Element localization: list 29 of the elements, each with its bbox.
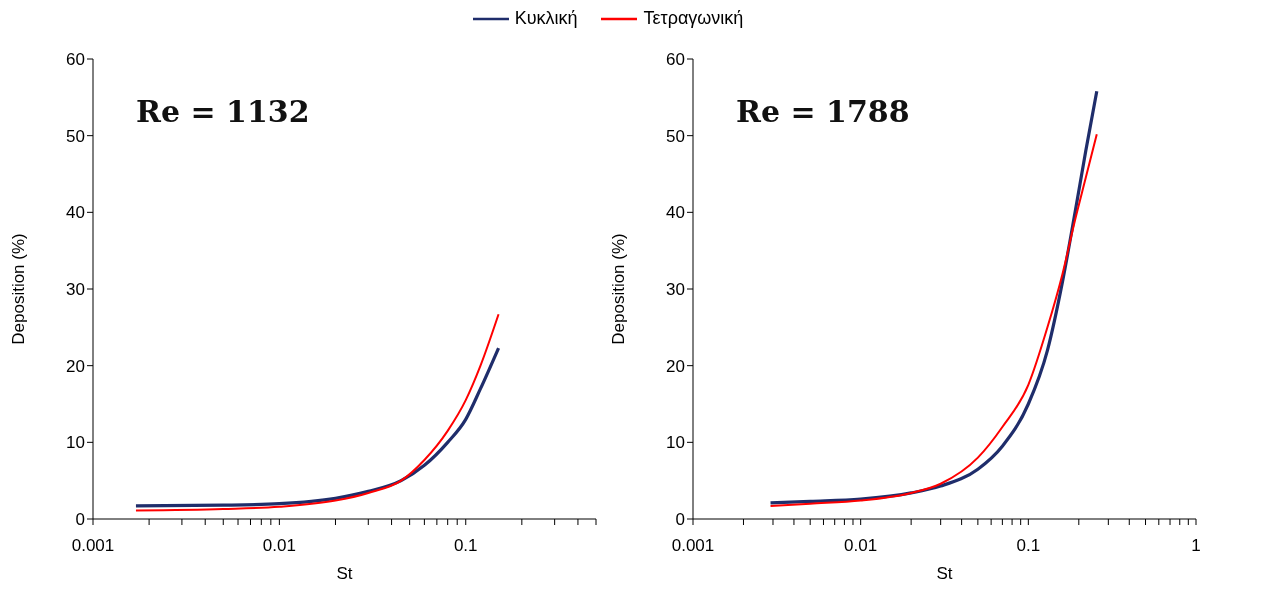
y-tick-label: 60 — [66, 50, 85, 70]
y-axis-title: Deposition (%) — [609, 233, 629, 345]
y-tick-label: 0 — [75, 510, 85, 530]
x-tick-label: 1 — [1191, 536, 1201, 556]
x-tick-label: 0.001 — [71, 536, 115, 556]
y-tick-label: 20 — [666, 356, 685, 376]
y-tick-label: 50 — [666, 126, 685, 146]
x-tick-label: 0.001 — [671, 536, 715, 556]
x-tick-label: 0.1 — [453, 536, 478, 556]
annotation: Re = 1788 — [736, 94, 910, 129]
y-axis-title: Deposition (%) — [9, 233, 29, 345]
y-tick-label: 40 — [666, 203, 685, 223]
y-tick-label: 30 — [66, 280, 85, 300]
y-tick-label: 30 — [666, 280, 685, 300]
x-tick-label: 0.01 — [262, 536, 296, 556]
legend-label: Κυκλική — [514, 8, 578, 29]
y-tick-label: 40 — [66, 203, 85, 223]
y-tick-label: 0 — [675, 510, 685, 530]
x-tick-label: 0.1 — [1016, 536, 1041, 556]
x-axis-title: St — [936, 564, 953, 583]
y-tick-label: 50 — [66, 126, 85, 146]
x-axis-title: St — [336, 564, 353, 583]
y-tick-label: 60 — [666, 50, 685, 70]
y-tick-label: 20 — [66, 356, 85, 376]
x-tick-label: 0.01 — [844, 536, 878, 556]
annotation: Re = 1132 — [136, 94, 310, 129]
y-tick-label: 10 — [66, 433, 85, 453]
y-tick-label: 10 — [666, 433, 685, 453]
legend-label: Τετραγωνική — [643, 8, 744, 29]
